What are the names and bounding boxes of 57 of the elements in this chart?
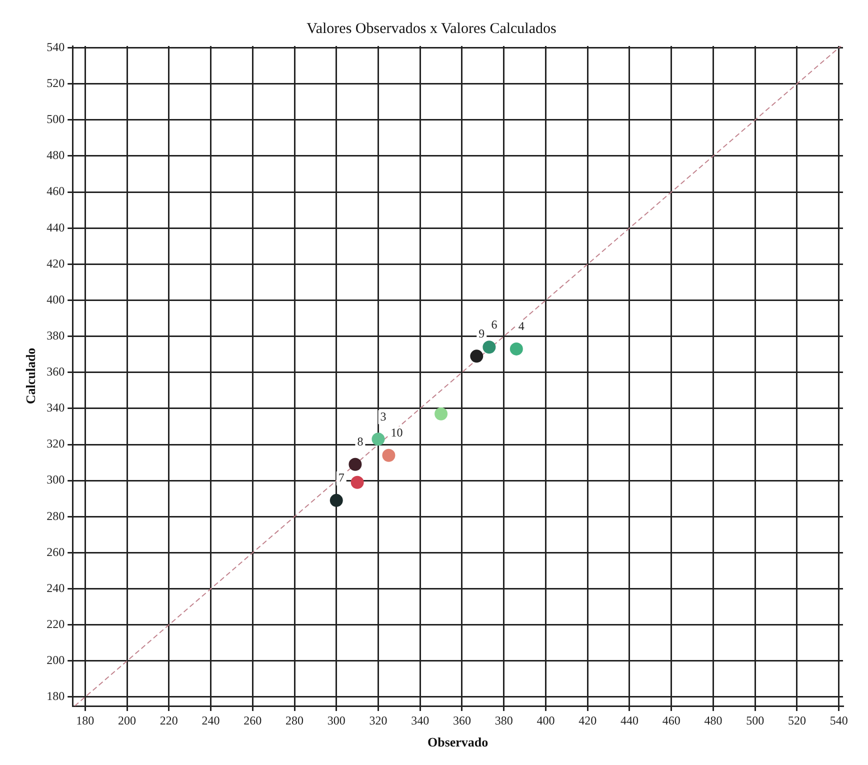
x-tick-label: 280 [286,713,304,728]
y-axis-title: Calculado [23,348,38,404]
y-tick-label: 520 [46,76,65,90]
point [434,407,448,420]
annotation: 9 [478,326,485,340]
x-tick-label: 300 [327,713,346,728]
annotation: 10 [390,426,403,440]
y-tick-label: 420 [46,256,65,270]
point [372,432,385,446]
y-tick-label: 540 [46,40,65,54]
annotation: 3 [380,409,386,424]
x-tick-label: 440 [620,713,638,728]
y-tick-label: 300 [46,472,65,487]
chart-title: Valores Observados x Valores Calculados [306,20,556,37]
x-tick-label: 500 [746,713,764,728]
annotation: 7 [338,470,344,485]
y-tick-label: 200 [46,653,65,668]
point [348,458,362,471]
point [470,350,484,363]
x-tick-label: 260 [244,713,262,728]
x-tick-label: 180 [76,713,94,728]
y-tick-label: 280 [46,508,65,523]
x-tick-label: 240 [202,713,220,728]
y-tick-label: 440 [46,220,65,234]
point [510,342,523,356]
y-tick-label: 260 [46,544,65,559]
x-tick-label: 380 [494,713,513,728]
x-tick-label: 420 [578,713,597,728]
y-tick-label: 460 [46,184,65,198]
y-tick-label: 340 [46,400,65,415]
x-tick-label: 320 [369,713,388,728]
y-tick-label: 360 [46,364,65,379]
y-tick-label: 380 [46,328,65,342]
x-tick-label: 200 [118,713,136,728]
x-tick-label: 460 [662,713,680,728]
x-axis-title: Observado [427,734,488,750]
y-tick-label: 180 [46,689,65,704]
point [330,494,343,507]
x-tick-label: 340 [411,713,430,728]
y-tick-label: 400 [46,292,65,306]
y-tick-label: 320 [46,436,65,451]
point [382,448,396,462]
x-tick-label: 220 [160,713,178,728]
x-tick-label: 360 [452,713,471,728]
x-tick-label: 400 [536,713,555,728]
annotation: 8 [357,434,364,449]
y-tick-label: 240 [46,580,65,595]
point [482,340,496,354]
x-tick-label: 480 [704,713,722,728]
point [350,476,364,489]
y-tick-label: 500 [46,112,65,126]
x-tick-label: 520 [788,713,806,728]
annotation: 6 [491,317,498,332]
annotation: 4 [518,319,524,334]
y-tick-label: 480 [46,148,65,162]
y-tick-label: 220 [46,617,65,632]
x-tick-label: 540 [830,713,848,728]
